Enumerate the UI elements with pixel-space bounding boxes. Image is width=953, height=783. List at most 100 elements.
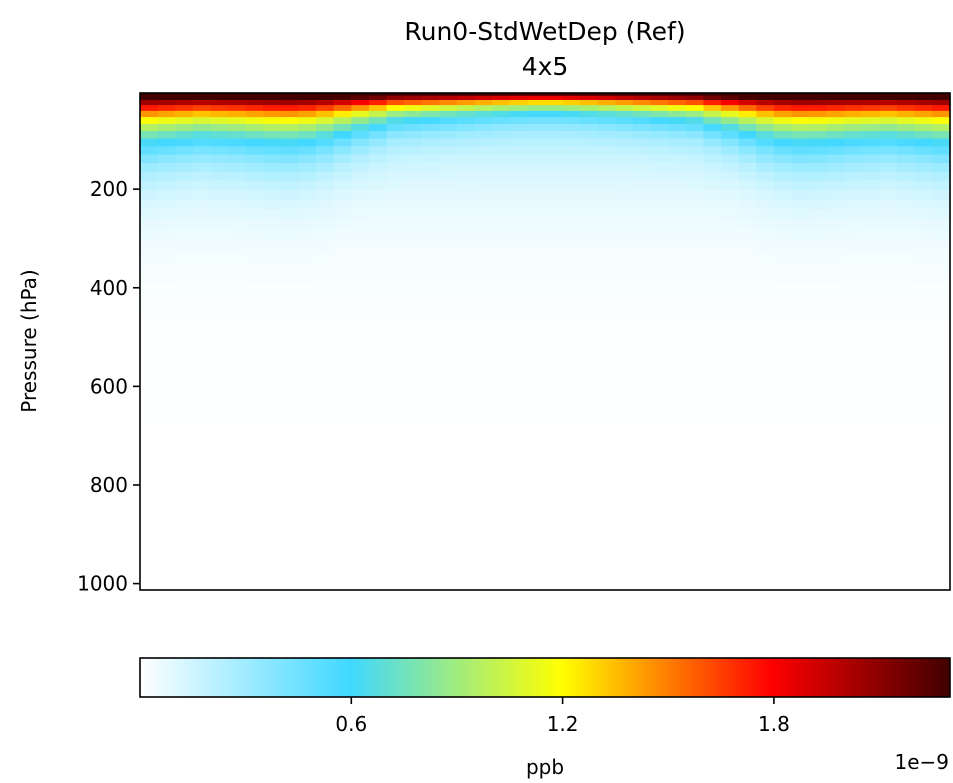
heatmap-cell [157, 519, 176, 535]
heatmap-cell [861, 575, 881, 591]
heatmap-cell [175, 547, 194, 563]
heatmap-cell [316, 171, 335, 182]
heatmap-cell [650, 105, 669, 112]
heatmap-cell [492, 131, 511, 140]
heatmap-cell [474, 218, 493, 230]
heatmap-cell [773, 146, 793, 156]
heatmap-cell [685, 218, 705, 230]
heatmap-cell [456, 93, 476, 97]
heatmap-cell [809, 293, 828, 306]
heatmap-cell [474, 162, 493, 173]
heatmap-cell [545, 199, 564, 210]
heatmap-cell [527, 123, 546, 132]
heatmap-cell [932, 154, 951, 164]
heatmap-cell [597, 229, 617, 240]
heatmap-cell [192, 439, 212, 454]
heatmap-cell [685, 492, 705, 507]
heatmap-cell [615, 117, 634, 125]
heatmap-cell [404, 479, 423, 494]
heatmap-cell [316, 388, 335, 402]
heatmap-cell [210, 138, 229, 147]
heatmap-cell [844, 414, 863, 428]
heatmap-cell [298, 328, 317, 341]
heatmap-cell [897, 351, 916, 365]
heatmap-cell [175, 239, 194, 251]
heatmap-cell [791, 351, 810, 365]
heatmap-cell [861, 351, 881, 365]
heatmap-cell [826, 249, 845, 262]
heatmap-cell [157, 171, 176, 182]
heatmap-cell [756, 328, 775, 341]
heatmap-cell [738, 180, 757, 191]
heatmap-cell [773, 282, 793, 295]
heatmap-cell [210, 547, 229, 563]
heatmap-cell [897, 249, 916, 262]
heatmap-cell [668, 479, 687, 494]
heatmap-cell [474, 249, 493, 262]
heatmap-cell [668, 401, 687, 415]
heatmap-cell [456, 466, 476, 480]
heatmap-cell [773, 561, 793, 577]
heatmap-cell [861, 171, 881, 182]
heatmap-cell [386, 123, 405, 132]
heatmap-cell [509, 506, 528, 521]
heatmap-cell [756, 162, 775, 173]
heatmap-cell [791, 93, 810, 97]
heatmap-cell [228, 519, 247, 535]
heatmap-cell [439, 452, 458, 467]
heatmap-cell [316, 351, 335, 365]
heatmap-cell [650, 304, 669, 318]
heatmap-cell [245, 533, 264, 549]
heatmap-cell [685, 199, 705, 210]
heatmap-cell [509, 117, 528, 125]
heatmap-cell [474, 328, 493, 341]
heatmap-cell [140, 218, 159, 230]
heatmap-cell [615, 154, 634, 164]
heatmap-cell [192, 561, 212, 577]
heatmap-cell [421, 561, 440, 577]
heatmap-cell [685, 249, 705, 262]
heatmap-cell [685, 466, 705, 480]
heatmap-cell [333, 388, 352, 402]
heatmap-cell [404, 452, 423, 467]
heatmap-cell [633, 561, 652, 577]
heatmap-cell [738, 189, 757, 200]
heatmap-cell [157, 271, 176, 283]
heatmap-cell [298, 339, 317, 353]
heatmap-cell [738, 304, 757, 318]
heatmap-cell [492, 171, 511, 182]
heatmap-cell [879, 138, 898, 147]
heatmap-cell [175, 249, 194, 262]
heatmap-cell [368, 506, 388, 521]
heatmap-cell [773, 506, 793, 521]
heatmap-cell [580, 162, 599, 173]
heatmap-cell [597, 575, 617, 591]
heatmap-cell [615, 376, 634, 390]
heatmap-cell [773, 388, 793, 402]
heatmap-cell [861, 209, 881, 220]
heatmap-cell [668, 376, 687, 390]
heatmap-cell [791, 533, 810, 549]
heatmap-cell [773, 131, 793, 140]
heatmap-cell [192, 260, 212, 272]
heatmap-cell [738, 229, 757, 240]
heatmap-cell [633, 293, 652, 306]
heatmap-cell [280, 93, 300, 97]
heatmap-cell [228, 239, 247, 251]
heatmap-cell [474, 364, 493, 377]
heatmap-cell [245, 466, 264, 480]
heatmap-cell [386, 138, 405, 147]
heatmap-cell [527, 575, 546, 591]
heatmap-cell [492, 376, 511, 390]
heatmap-cell [509, 575, 528, 591]
heatmap-cell [474, 180, 493, 191]
heatmap-cell [474, 492, 493, 507]
heatmap-cell [597, 401, 617, 415]
heatmap-cell [879, 146, 898, 156]
heatmap-cell [545, 189, 564, 200]
heatmap-cell [157, 426, 176, 441]
heatmap-cell [580, 180, 599, 191]
heatmap-cell [809, 561, 828, 577]
heatmap-cell [580, 547, 599, 563]
heatmap-cell [404, 171, 423, 182]
